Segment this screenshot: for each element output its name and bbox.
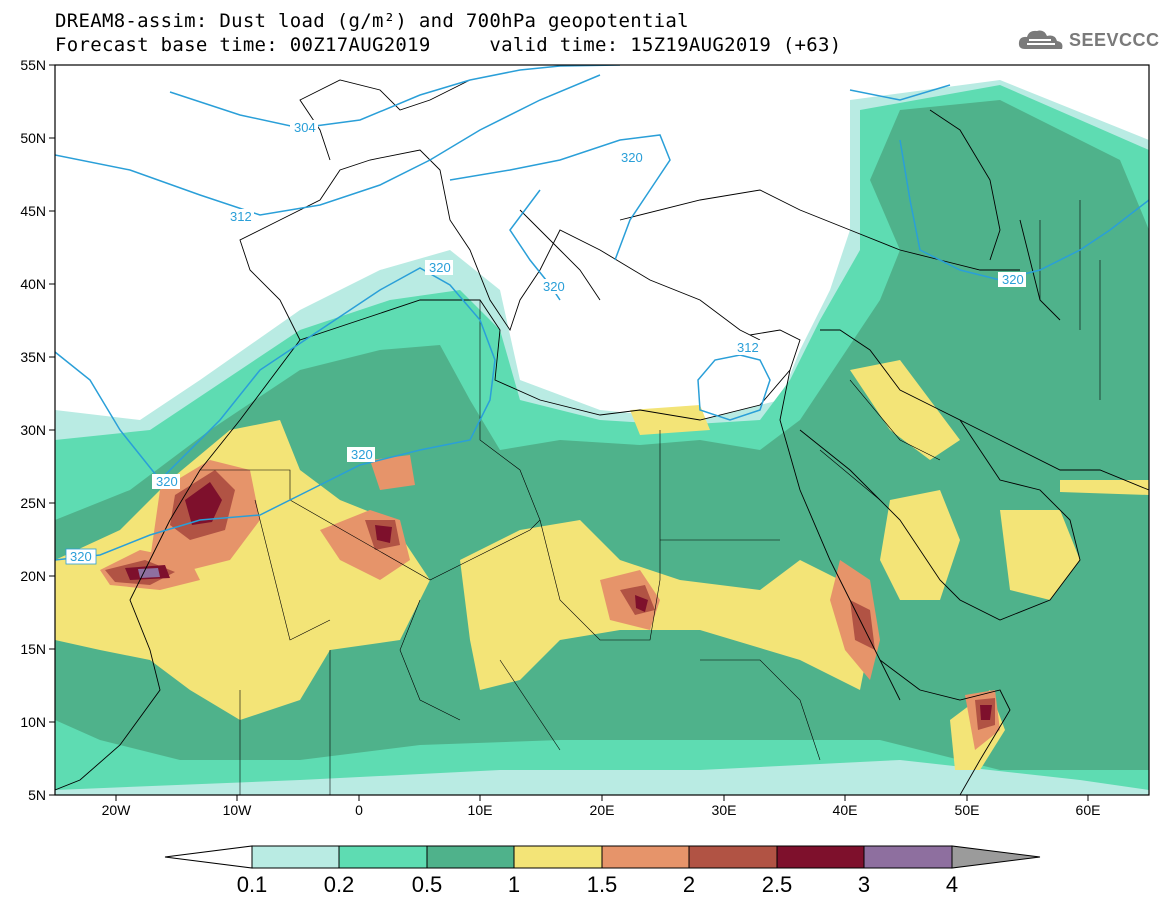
dust-level-1: [55, 420, 430, 720]
contour-label: 320: [425, 260, 453, 275]
dust-level-3: [138, 568, 160, 578]
seevccc-logo: SEEVCCC: [1017, 27, 1160, 53]
lat-label: 40N: [20, 276, 46, 292]
contour-312-north: [55, 74, 601, 216]
colorbar-swatch: [513, 845, 603, 869]
colorbar-tick: 0.1: [237, 872, 268, 897]
cloud-logo-icon: [1018, 30, 1063, 49]
dust-fields: [55, 65, 1149, 795]
contour-320-west: [55, 267, 496, 561]
colorbar: [164, 845, 1041, 869]
lat-label: 35N: [20, 349, 46, 365]
contour-320-central: [449, 134, 671, 261]
colorbar-tick: 3: [858, 872, 870, 897]
colorbar-swatch: [338, 845, 428, 869]
lon-label: 30E: [712, 802, 737, 818]
colorbar-swatch: [426, 845, 515, 869]
colorbar-tick: 1: [508, 872, 520, 897]
lat-label: 25N: [20, 495, 46, 511]
contour-label: 320: [539, 279, 567, 294]
svg-text:320: 320: [429, 260, 451, 275]
svg-text:320: 320: [621, 150, 643, 165]
lon-label: 50E: [955, 802, 980, 818]
contour-label: 312: [733, 340, 761, 355]
svg-text:304: 304: [294, 120, 316, 135]
logo-text: SEEVCCC: [1069, 29, 1160, 50]
colorbar-tick: 1.5: [587, 872, 618, 897]
lon-label: 20E: [590, 802, 615, 818]
lat-label: 20N: [20, 568, 46, 584]
lat-label: 10N: [20, 714, 46, 730]
svg-text:312: 312: [737, 340, 759, 355]
geopotential-contours: [55, 65, 1149, 561]
lat-label: 5N: [28, 787, 46, 803]
colorbar-tick: 2.5: [762, 872, 793, 897]
lat-label: 15N: [20, 641, 46, 657]
latitude-axis: [49, 64, 55, 796]
lon-label: 60E: [1076, 802, 1101, 818]
contour-312-east: [697, 354, 771, 421]
colorbar-swatch: [863, 845, 953, 869]
longitude-axis: [115, 795, 1089, 801]
colorbar-swatch: [688, 845, 778, 869]
dust-level-2.5: [185, 482, 222, 525]
svg-text:320: 320: [70, 549, 92, 564]
colorbar-tick: 2: [683, 872, 695, 897]
map-subtitle: Forecast base time: 00Z17AUG2019 valid t…: [55, 34, 842, 56]
contour-label: 304: [290, 120, 318, 135]
colorbar-min-arrow: [164, 845, 253, 869]
contour-label: 320: [998, 272, 1026, 287]
contour-label: 320: [347, 447, 375, 462]
svg-text:312: 312: [230, 209, 252, 224]
colorbar-swatch: [251, 845, 340, 869]
svg-text:320: 320: [156, 474, 178, 489]
contour-labels: 304 312 320 320 320 320 320 320 312 320: [65, 120, 1026, 565]
lat-label: 55N: [20, 57, 46, 73]
lon-label: 20W: [102, 802, 132, 818]
coastlines: [55, 79, 1149, 795]
lat-label: 30N: [20, 422, 46, 438]
lat-label: 45N: [20, 203, 46, 219]
map-title: DREAM8-assim: Dust load (g/m²) and 700hP…: [55, 10, 689, 32]
lon-label: 40E: [833, 802, 858, 818]
svg-text:320: 320: [1002, 272, 1024, 287]
colorbar-tick: 0.5: [412, 872, 443, 897]
lon-label: 0: [355, 802, 363, 818]
colorbar-tick: 0.2: [324, 872, 355, 897]
contour-label: 320: [617, 150, 645, 165]
contour-label: 312: [226, 209, 254, 224]
lon-label: 10W: [223, 802, 253, 818]
svg-text:320: 320: [543, 279, 565, 294]
country-borders: [200, 200, 1101, 795]
contour-label: 320: [152, 474, 180, 489]
lon-label: 10E: [468, 802, 493, 818]
lat-label: 50N: [20, 130, 46, 146]
contour-label: 320: [65, 548, 97, 565]
colorbar-max-arrow: [951, 845, 1041, 869]
colorbar-tick: 4: [946, 872, 958, 897]
contour-304: [169, 65, 621, 129]
svg-text:320: 320: [351, 447, 373, 462]
colorbar-swatch: [601, 845, 690, 869]
colorbar-swatch: [776, 845, 865, 869]
